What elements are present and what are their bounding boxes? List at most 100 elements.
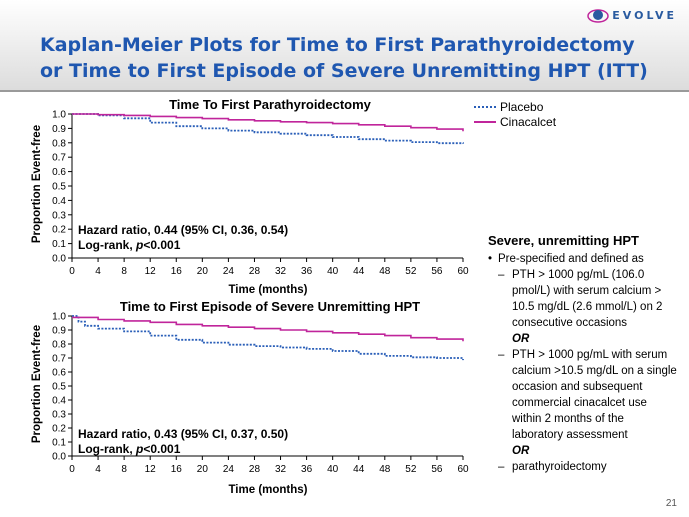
definition-heading: Severe, unremitting HPT	[488, 233, 639, 248]
legend-item-placebo: Placebo	[474, 99, 556, 114]
x-tick-label: 32	[275, 464, 287, 475]
bullet-dot-icon: •	[488, 253, 493, 265]
x-axis-label: Time (months)	[228, 284, 307, 296]
evolve-logo: EVOLVE	[587, 6, 677, 24]
x-tick-label: 44	[353, 464, 365, 475]
definition-item-3-text: parathyroidectomy	[512, 461, 607, 473]
chart-severe-unremitting-hpt: Time to First Episode of Severe Unremitt…	[31, 299, 469, 496]
logrank-p: p	[135, 442, 143, 456]
hazard-ratio-text: Hazard ratio, 0.43 (95% CI, 0.37, 0.50)	[78, 427, 288, 441]
definition-item-1-text: PTH > 1000 pg/mL (106.0 pmol/L) with ser…	[512, 269, 663, 329]
legend-item-cinacalcet: Cinacalcet	[474, 114, 556, 129]
definition-bullet-text: Pre-specified and defined as	[498, 253, 644, 265]
x-tick-label: 20	[197, 464, 209, 475]
definition-or-1: OR	[512, 333, 530, 345]
slide-title: Kaplan-Meier Plots for Time to First Par…	[40, 32, 648, 84]
y-tick-label: 0.1	[52, 438, 66, 449]
x-tick-label: 0	[69, 266, 75, 277]
y-tick-label: 0.9	[52, 124, 66, 135]
definition-or-2: OR	[512, 445, 530, 457]
y-tick-label: 1.0	[52, 110, 66, 121]
x-tick-label: 52	[405, 266, 417, 277]
x-tick-label: 60	[457, 266, 469, 277]
x-tick-label: 32	[275, 266, 287, 277]
y-tick-label: 0.2	[52, 225, 66, 236]
x-tick-label: 4	[95, 464, 101, 475]
globe-icon	[587, 9, 610, 23]
legend-label-cinacalcet: Cinacalcet	[500, 114, 557, 129]
logo-text: EVOLVE	[612, 8, 677, 22]
slide-header: Kaplan-Meier Plots for Time to First Par…	[0, 0, 689, 92]
x-tick-label: 56	[431, 266, 443, 277]
x-tick-label: 0	[69, 464, 75, 475]
x-tick-label: 60	[457, 464, 469, 475]
x-tick-label: 8	[121, 464, 127, 475]
series-lines	[72, 315, 464, 361]
logrank-text: Log-rank, p<0.001	[78, 442, 181, 456]
logrank-prefix: Log-rank,	[78, 442, 136, 456]
x-tick-label: 12	[145, 266, 157, 277]
definition-item-2: – PTH > 1000 pg/mL with serum calcium >10…	[488, 347, 678, 443]
y-tick-label: 0.0	[52, 254, 66, 265]
series-placebo-line	[72, 113, 464, 145]
x-tick-label: 28	[249, 266, 261, 277]
charts-area: Time To First Parathyroidectomy Proporti…	[31, 97, 469, 496]
y-tick-label: 0.2	[52, 424, 66, 435]
x-tick-label: 20	[197, 266, 209, 277]
dash-icon: –	[498, 349, 505, 361]
y-tick-label: 0.3	[52, 410, 66, 421]
definition-item-2-text: PTH > 1000 pg/mL with serum calcium >10.…	[512, 349, 677, 441]
x-tick-label: 16	[171, 464, 183, 475]
slide-title-line1: Kaplan-Meier Plots for Time to First Par…	[40, 34, 635, 56]
logrank-prefix: Log-rank,	[78, 238, 136, 252]
x-tick-label: 28	[249, 464, 261, 475]
y-tick-label: 0.7	[52, 354, 66, 365]
logrank-value: <0.001	[143, 442, 180, 456]
series-cinacalcet-line	[72, 316, 464, 342]
x-tick-label: 52	[405, 464, 417, 475]
x-tick-label: 48	[379, 464, 391, 475]
x-tick-label: 48	[379, 266, 391, 277]
y-tick-label: 0.8	[52, 340, 66, 351]
definition-panel: Severe, unremitting HPT • Pre-specified a…	[488, 233, 678, 475]
chart-parathyroidectomy: Time To First Parathyroidectomy Proporti…	[31, 97, 469, 296]
legend-swatch-placebo	[474, 105, 496, 108]
axis-ticks: 0.00.10.20.30.40.50.60.70.80.91.00 4 8 12 16…	[52, 110, 469, 278]
definition-bullet: • Pre-specified and defined as	[488, 251, 678, 267]
x-tick-label: 36	[301, 266, 313, 277]
logrank-p: p	[135, 238, 143, 252]
axis-ticks: 0.00.10.20.30.40.50.60.70.80.91.00 4 8 12 16…	[52, 312, 469, 476]
x-tick-label: 56	[431, 464, 443, 475]
y-tick-label: 0.5	[52, 382, 66, 393]
y-tick-label: 1.0	[52, 312, 66, 323]
dash-icon: –	[498, 269, 505, 281]
hazard-ratio-text: Hazard ratio, 0.44 (95% CI, 0.36, 0.54)	[78, 223, 288, 237]
x-tick-label: 24	[223, 266, 235, 277]
x-tick-label: 8	[121, 266, 127, 277]
y-tick-label: 0.5	[52, 182, 66, 193]
series-lines	[72, 113, 464, 145]
x-axis-label: Time (months)	[228, 484, 307, 496]
logrank-text: Log-rank, p<0.001	[78, 238, 181, 252]
x-tick-label: 4	[95, 266, 101, 277]
legend-label-placebo: Placebo	[500, 99, 544, 114]
y-tick-label: 0.7	[52, 153, 66, 164]
chart-title: Time to First Episode of Severe Unremitt…	[120, 299, 420, 314]
chart-title: Time To First Parathyroidectomy	[169, 97, 372, 112]
y-tick-label: 0.9	[52, 326, 66, 337]
slide-title-line2: or Time to First Episode of Severe Unrem…	[40, 60, 648, 82]
definition-item-1: – PTH > 1000 pg/mL (106.0 pmol/L) with se…	[488, 267, 678, 331]
x-tick-label: 24	[223, 464, 235, 475]
series-placebo-line	[72, 315, 464, 361]
definition-item-3: – parathyroidectomy	[488, 459, 678, 475]
y-tick-label: 0.4	[52, 396, 66, 407]
dash-icon: –	[498, 461, 505, 473]
logrank-value: <0.001	[143, 238, 180, 252]
y-axis-label: Proportion Event-free	[31, 325, 43, 443]
x-tick-label: 36	[301, 464, 313, 475]
x-tick-label: 44	[353, 266, 365, 277]
legend-swatch-cinacalcet	[474, 120, 496, 123]
y-tick-label: 0.4	[52, 196, 66, 207]
y-axis-label: Proportion Event-free	[31, 125, 43, 243]
y-tick-label: 0.6	[52, 167, 66, 178]
